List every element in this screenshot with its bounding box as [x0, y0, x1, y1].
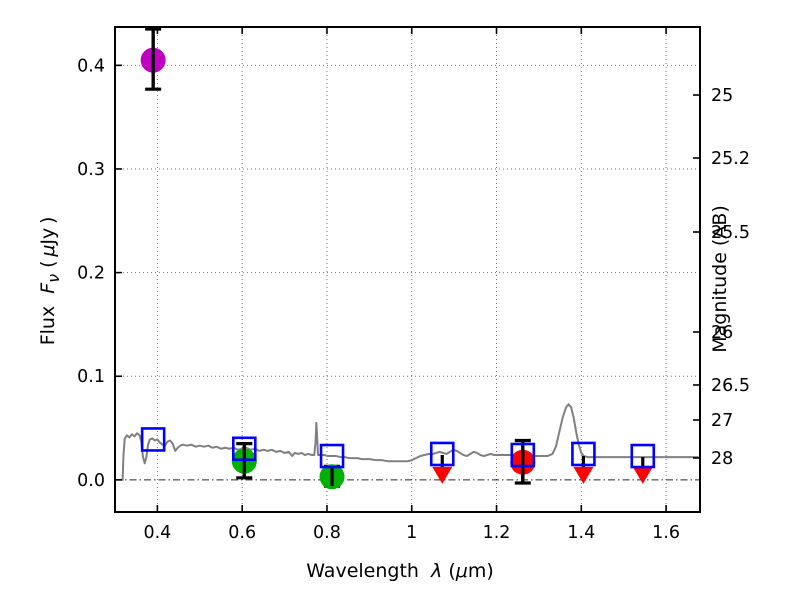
axes-frame [114, 26, 701, 513]
x-tick-label: 1.6 [652, 523, 680, 543]
model-photometry-square[interactable] [231, 436, 257, 462]
x-tick-label: 0.4 [143, 523, 171, 543]
model-photometry-square[interactable] [571, 441, 596, 467]
y-left-tick-label: 0.4 [77, 56, 105, 76]
y-left-tick-label: 0.2 [77, 264, 105, 284]
upper-limit-triangle[interactable] [432, 466, 453, 484]
y-left-tick-label: 0.1 [77, 367, 105, 387]
upper-limit-triangle[interactable] [573, 466, 594, 484]
y-right-tick-label: 26.5 [711, 376, 750, 396]
x-axis-label: Wavelength λ (μm) [306, 560, 494, 582]
y-right-tick-label: 28 [711, 449, 733, 469]
model-photometry-square[interactable] [140, 427, 166, 452]
x-tick-label: 1 [406, 523, 417, 543]
y-axis-label-left: Flux Fν ( μJy ) [37, 216, 63, 346]
model-photometry-square[interactable] [319, 443, 345, 469]
y-right-tick-label: 26 [711, 323, 733, 343]
y-left-tick-label: 0.3 [77, 160, 105, 180]
y-left-tick-label: 0.0 [77, 471, 105, 491]
model-photometry-square[interactable] [429, 441, 455, 467]
x-tick-label: 1.2 [483, 523, 511, 543]
y-right-tick-label: 25 [711, 86, 733, 106]
x-tick-label: 1.4 [567, 523, 595, 543]
y-right-tick-label: 27 [711, 411, 733, 431]
model-spectrum-curve [121, 403, 699, 481]
upper-limit-triangle[interactable] [632, 466, 653, 484]
model-photometry-square[interactable] [510, 442, 536, 468]
y-right-tick-label: 25.5 [711, 223, 750, 243]
x-tick-label: 0.6 [228, 523, 256, 543]
y-axis-label-right: Magnitude (AB) [709, 205, 731, 353]
y-right-tick-label: 25.2 [711, 149, 750, 169]
model-photometry-square[interactable] [630, 443, 656, 469]
x-tick-label: 0.8 [313, 523, 341, 543]
